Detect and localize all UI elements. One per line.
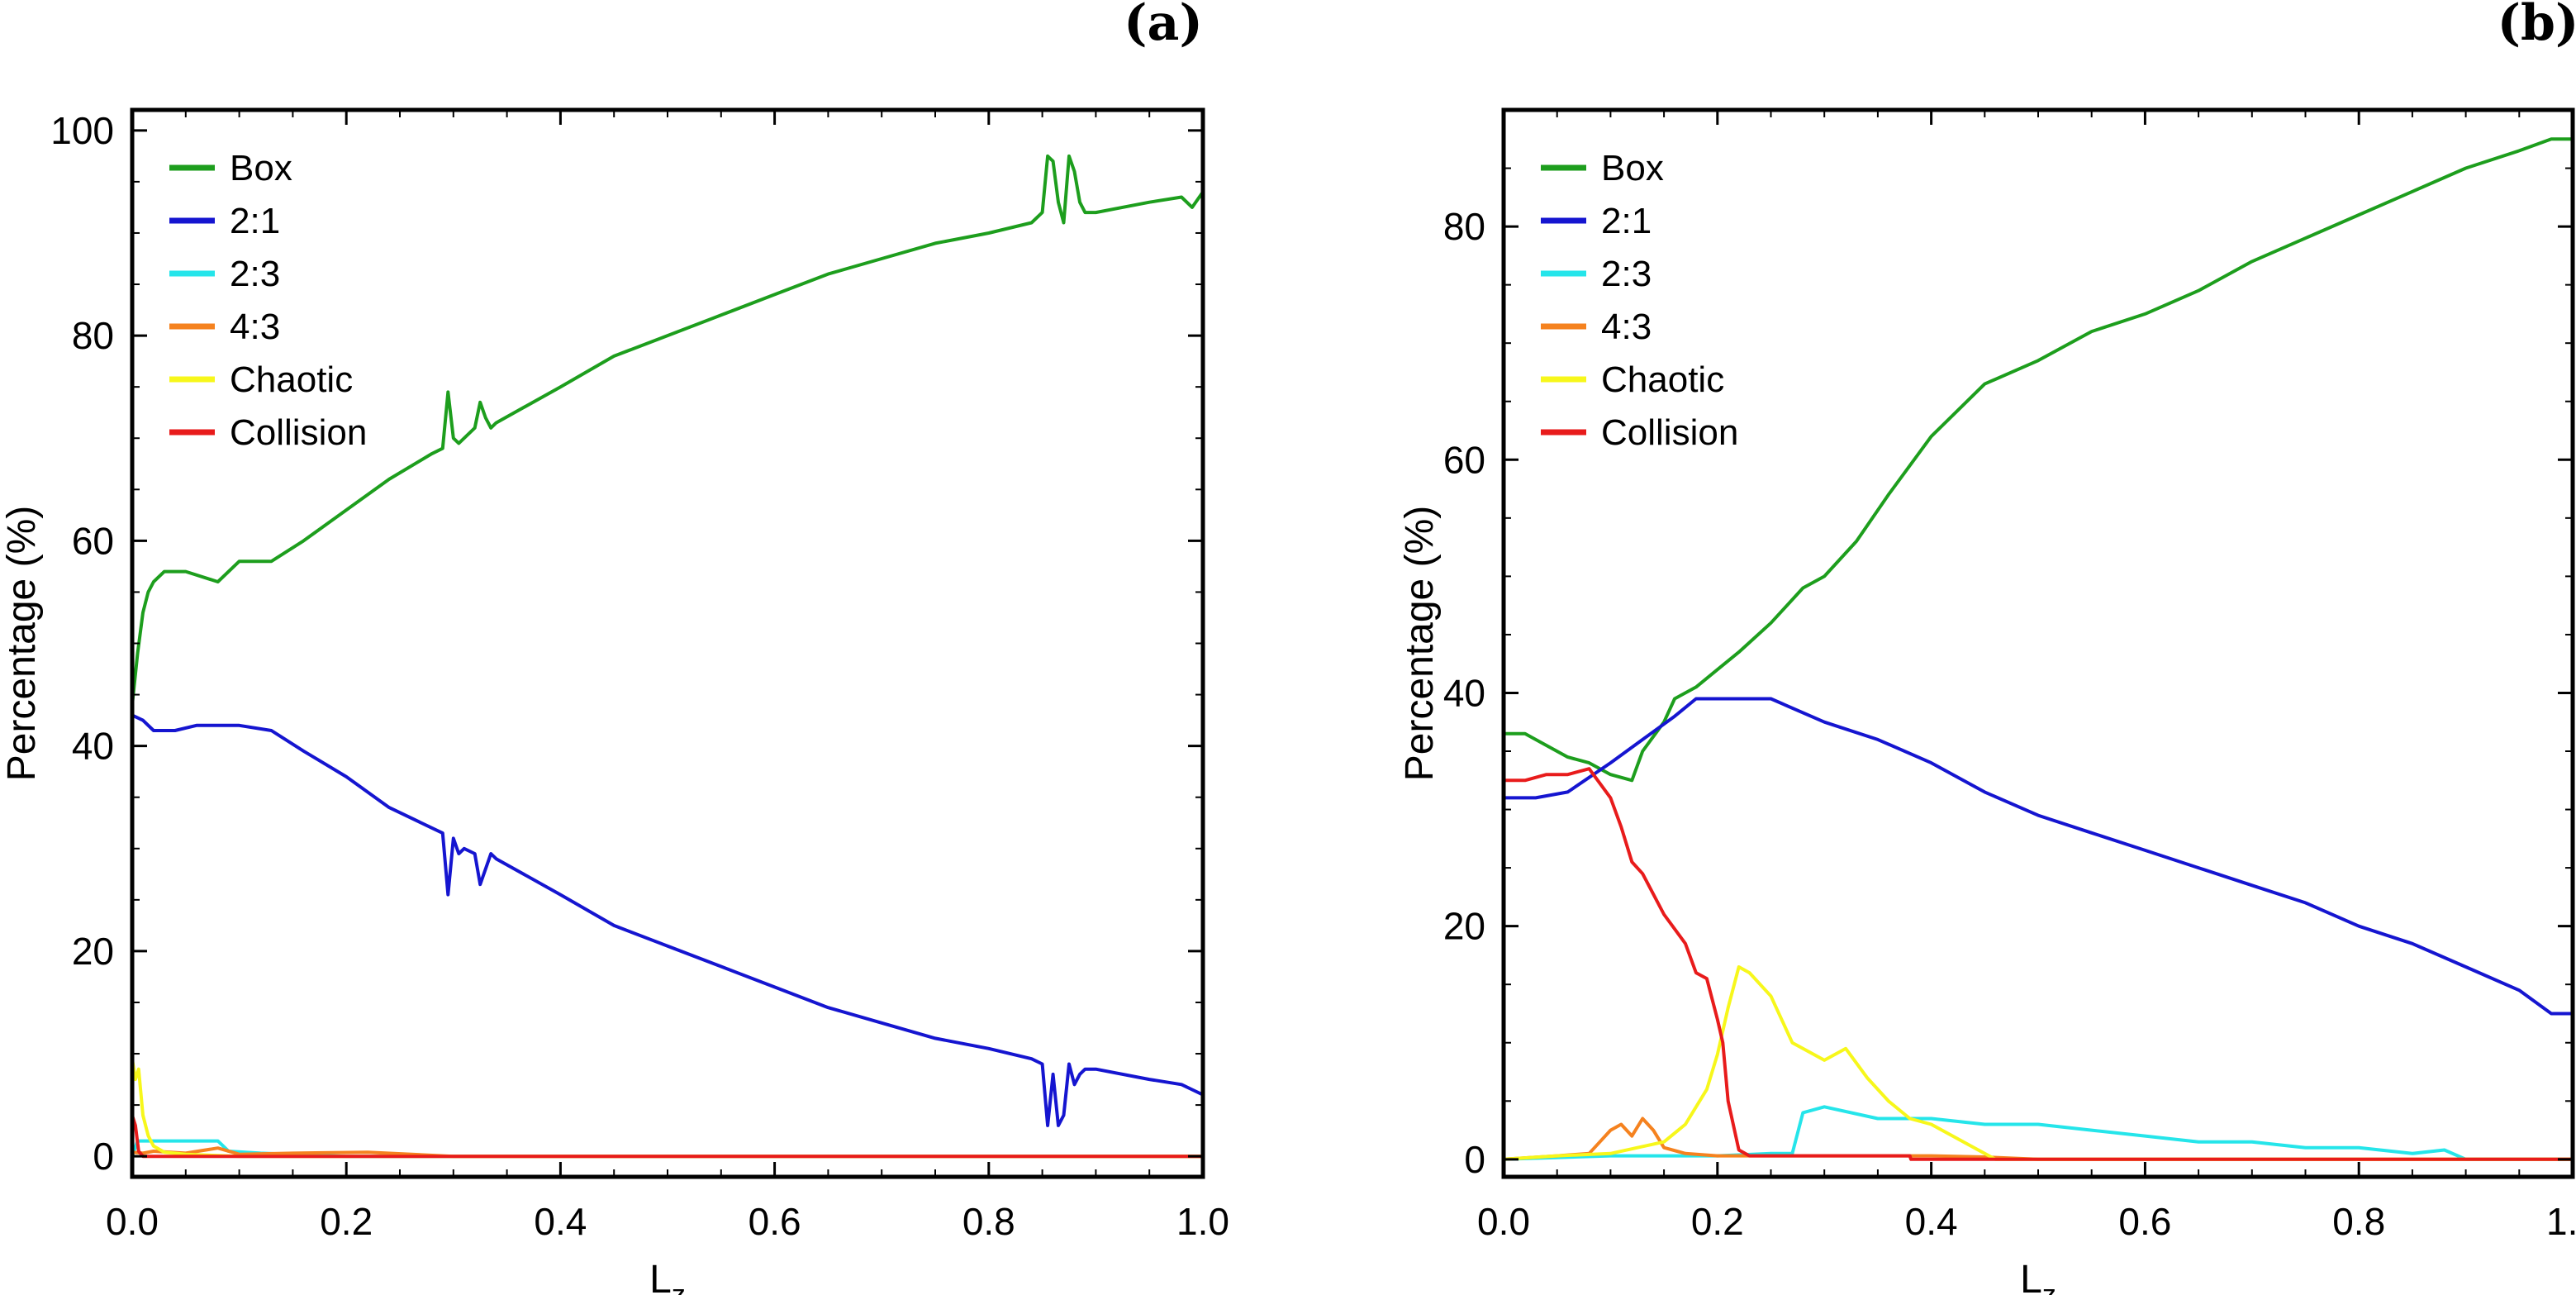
legend-label: 2:1 xyxy=(230,201,280,241)
legend-label: Chaotic xyxy=(230,359,353,400)
x-tick-label: 0.8 xyxy=(2332,1200,2385,1243)
series-line-collision xyxy=(1504,767,2573,1161)
y-tick-label: 80 xyxy=(1443,205,1485,248)
chart-panel-a: (a) 0.0 0.2 0.4 0.6 0.8 1.0 0 20 40 60 80 100 Lz Perce… xyxy=(0,0,1229,1295)
x-tick-label: 0.2 xyxy=(1691,1200,1744,1243)
legend: Box 2:1 2:3 4:3 Chaotic Collision xyxy=(169,148,367,453)
series-line-box xyxy=(1504,137,2573,783)
x-tick-label: 0.0 xyxy=(106,1200,159,1243)
y-tick-label: 100 xyxy=(50,109,114,152)
series-line-collision xyxy=(132,1114,1203,1159)
x-tick-label: 0.6 xyxy=(2118,1200,2171,1243)
x-tick-label: 0.4 xyxy=(534,1200,587,1243)
y-tick-label: 60 xyxy=(72,519,114,562)
series-group xyxy=(1504,137,2573,1161)
y-tick-label: 80 xyxy=(72,314,114,357)
x-axis-title: Lz xyxy=(649,1258,686,1295)
x-axis-title: Lz xyxy=(2020,1258,2056,1295)
y-tick-label: 0 xyxy=(1464,1138,1485,1181)
y-tick-label: 40 xyxy=(1443,671,1485,714)
y-tick-label: 60 xyxy=(1443,438,1485,481)
legend-label: 4:3 xyxy=(1601,307,1652,347)
x-tick-label: 1.0 xyxy=(2546,1200,2576,1243)
plot-frame xyxy=(1501,107,2575,1179)
x-tick-label: 0.2 xyxy=(320,1200,373,1243)
legend: Box 2:1 2:3 4:3 Chaotic Collision xyxy=(1541,148,1738,453)
y-tick-label: 40 xyxy=(72,725,114,768)
series-group xyxy=(132,154,1203,1159)
x-tick-label: 0.4 xyxy=(1905,1200,1958,1243)
series-line-2-3 xyxy=(1504,1105,2573,1161)
plot-frame xyxy=(130,107,1205,1179)
panel-label: (a) xyxy=(1124,0,1203,52)
y-tick-label: 20 xyxy=(72,930,114,973)
y-tick-label: 0 xyxy=(93,1135,114,1178)
x-axis-title-subscript: z xyxy=(2042,1279,2056,1295)
legend-label: Box xyxy=(1601,148,1664,188)
legend-label: 2:3 xyxy=(1601,254,1652,294)
x-tick-label: 0.6 xyxy=(749,1200,801,1243)
y-tick-label: 20 xyxy=(1443,905,1485,948)
series-line-2-1 xyxy=(1504,697,2573,1016)
legend-label: 4:3 xyxy=(230,307,280,347)
legend-label: Box xyxy=(230,148,292,188)
x-axis-title-subscript: z xyxy=(672,1279,686,1295)
legend-label: Collision xyxy=(230,412,367,453)
series-line-box xyxy=(132,154,1203,706)
series-line-4-3 xyxy=(1504,1116,2573,1161)
y-axis-title: Percentage (%) xyxy=(0,506,44,782)
legend-label: Chaotic xyxy=(1601,359,1724,400)
legend-label: 2:3 xyxy=(230,254,280,294)
series-line-2-1 xyxy=(132,713,1203,1127)
panel-label: (b) xyxy=(2498,0,2576,52)
legend-label: 2:1 xyxy=(1601,201,1652,241)
chart-panel-b: (b) 0.0 0.2 0.4 0.6 0.8 1.0 0 20 40 60 80 Lz Percenta… xyxy=(1398,0,2576,1295)
series-line-chaotic xyxy=(1504,965,2573,1161)
y-axis-title: Percentage (%) xyxy=(1398,506,1442,782)
x-tick-label: 0.8 xyxy=(962,1200,1015,1243)
x-tick-label: 0.0 xyxy=(1477,1200,1530,1243)
x-tick-label: 1.0 xyxy=(1176,1200,1229,1243)
legend-label: Collision xyxy=(1601,412,1738,453)
